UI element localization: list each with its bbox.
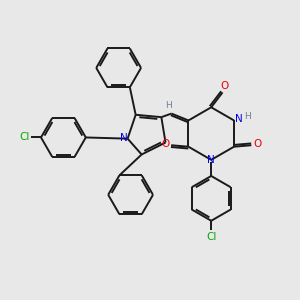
Text: O: O [253, 139, 261, 149]
Text: N: N [235, 114, 243, 124]
Text: H: H [244, 112, 251, 122]
Text: N: N [207, 155, 215, 166]
Text: N: N [119, 133, 127, 143]
Text: O: O [161, 139, 169, 149]
Text: H: H [165, 101, 172, 110]
Text: Cl: Cl [20, 133, 30, 142]
Text: Cl: Cl [206, 232, 216, 242]
Text: O: O [220, 81, 228, 92]
